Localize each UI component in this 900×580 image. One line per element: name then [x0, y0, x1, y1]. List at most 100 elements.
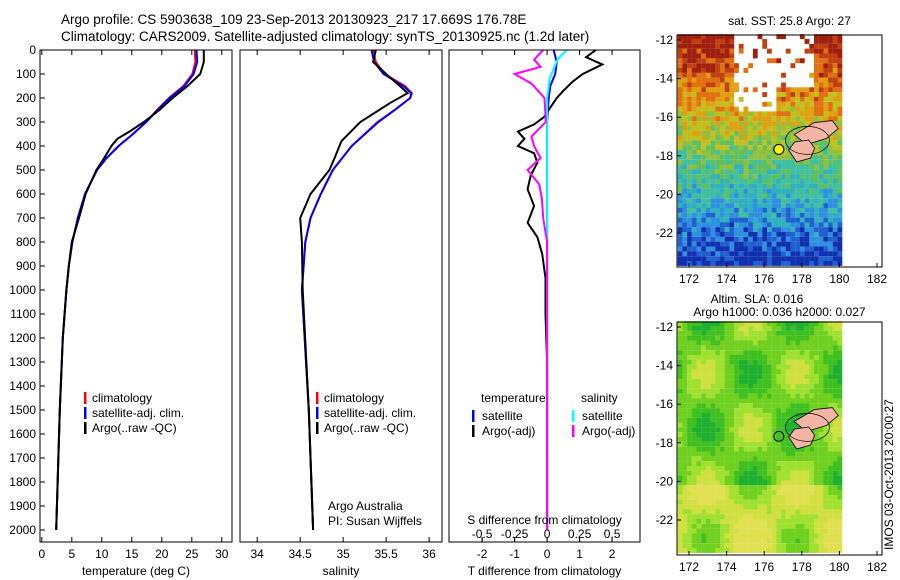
map-cell: [705, 461, 711, 466]
map-cell: [710, 193, 716, 199]
map-cell: [687, 63, 692, 69]
map-cell: [776, 326, 782, 331]
panel-salinity: 34 34.5 35 35.5 36salinityclimatologysatelli…: [239, 49, 443, 578]
map-cell: [795, 116, 800, 122]
map-cell: [738, 159, 744, 165]
map-cell: [785, 183, 791, 189]
map-cell: [720, 369, 725, 375]
map-cell: [729, 241, 735, 247]
map-cell: [828, 437, 833, 442]
map-cell: [767, 466, 772, 471]
map-cell: [832, 217, 838, 223]
map-cell: [804, 533, 810, 539]
map-cell: [710, 68, 716, 73]
map-cell: [767, 403, 772, 409]
map-cell: [785, 121, 791, 126]
map-cell: [818, 470, 824, 476]
map-cell: [795, 106, 800, 112]
x-tick-label: 1: [576, 547, 583, 561]
map-cell: [738, 330, 744, 336]
x-tick-label: 34: [251, 547, 265, 561]
map-cell: [762, 466, 768, 471]
map-cell: [814, 437, 819, 442]
map-cell: [720, 121, 725, 126]
map-cell: [701, 475, 706, 481]
map-cell: [837, 514, 843, 520]
legend-label: climatology: [324, 391, 384, 405]
map-cell: [743, 519, 749, 524]
map-cell: [677, 246, 683, 252]
map-cell: [705, 63, 711, 69]
map-cell: [818, 154, 824, 160]
map-cell: [724, 461, 730, 466]
legend-label: satellite-adj. clim.: [92, 406, 184, 420]
map-cell: [771, 154, 777, 160]
map-cell: [696, 154, 702, 160]
map-cell: [687, 494, 692, 500]
map-cell: [715, 548, 721, 553]
map-cell: [804, 475, 810, 481]
map-cell: [687, 432, 692, 438]
map-cell: [705, 379, 711, 384]
map-cell: [785, 374, 791, 380]
map-cell: [734, 227, 739, 233]
map-cell: [823, 340, 829, 346]
legend-swatch: [84, 392, 87, 404]
map-cell: [715, 140, 721, 146]
map-cell: [677, 461, 683, 466]
map-cell: [785, 451, 791, 457]
map-cell: [832, 379, 838, 384]
map-cell: [814, 504, 819, 510]
map-cell: [828, 340, 833, 346]
map-cell: [729, 388, 735, 394]
map-cell: [776, 374, 782, 380]
map-cell: [757, 125, 763, 131]
map-cell: [767, 490, 772, 495]
map-cell: [757, 355, 763, 360]
axes-frame: [239, 49, 443, 543]
map-cell: [837, 475, 843, 481]
map-cell: [757, 222, 763, 228]
map-cell: [677, 106, 683, 112]
map-cell: [767, 374, 772, 380]
map-cell: [734, 548, 739, 553]
map-cell: [776, 246, 782, 252]
map-cell: [682, 417, 688, 423]
map-cell: [682, 437, 688, 442]
map-cell: [809, 241, 815, 247]
map-cell: [748, 130, 753, 136]
map-cell: [691, 355, 697, 360]
map-cell: [720, 48, 725, 54]
map-cell: [724, 256, 730, 262]
map-cell: [691, 374, 697, 380]
map-cell: [823, 77, 829, 83]
map-cell: [828, 43, 833, 49]
map-cell: [785, 514, 791, 520]
map-cell: [823, 403, 829, 409]
map-cell: [691, 169, 697, 175]
y-tick-label: 1000: [9, 283, 36, 297]
map-cell: [757, 417, 763, 423]
map-cell: [837, 212, 843, 218]
map-cell: [767, 494, 772, 500]
map-cell: [781, 227, 786, 233]
map-cell: [799, 121, 805, 126]
map-cell: [771, 499, 777, 505]
map-cell: [776, 388, 782, 394]
map-cell: [828, 53, 833, 59]
map-cell: [818, 227, 824, 233]
map-cell: [687, 475, 692, 481]
map-cell: [828, 116, 833, 122]
map-cell: [738, 528, 744, 534]
map-cell: [752, 538, 758, 544]
map-cell: [720, 111, 725, 117]
map-cell: [776, 480, 782, 486]
y-tick-label: 500: [16, 163, 36, 177]
map-cell: [809, 538, 815, 544]
map-cell: [776, 350, 782, 356]
map-cell: [828, 236, 833, 242]
map-cell: [837, 461, 843, 466]
map-cell: [738, 475, 744, 481]
map-cell: [785, 456, 791, 462]
map-cell: [701, 39, 706, 44]
